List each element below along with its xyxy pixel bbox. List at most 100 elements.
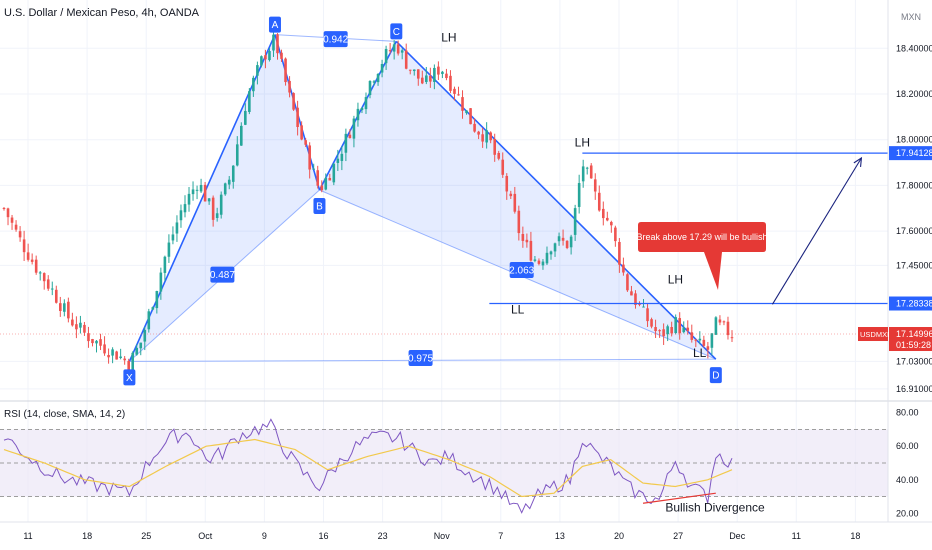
candle-body — [372, 81, 376, 83]
pattern-point-label: B — [316, 202, 323, 213]
candle-body — [231, 165, 235, 182]
time-tick-label: 13 — [555, 531, 565, 541]
time-tick-label: 7 — [498, 531, 503, 541]
time-axis[interactable]: 11 18 25 Oct 9 16 23 Nov 7 13 20 27 Dec 11 18 — [23, 531, 860, 541]
candle-body — [610, 221, 613, 226]
symbol-tag-text: USDMXN — [860, 330, 893, 339]
candle-body — [10, 217, 14, 223]
price-tick-label: 18.20000 — [896, 89, 932, 99]
ratio-box — [408, 350, 433, 366]
symbol-title[interactable]: U.S. Dollar / Mexican Peso, 4h, OANDA — [4, 7, 200, 19]
rsi-title[interactable]: RSI (14, close, SMA, 14, 2) — [4, 409, 125, 420]
level-price-tag — [889, 146, 932, 161]
current-price-tag — [889, 327, 932, 352]
rsi-axis[interactable]: 80.00 60.00 40.00 20.00 — [896, 408, 919, 519]
time-tick-label: 9 — [262, 531, 267, 541]
candle-body — [505, 175, 509, 192]
candle-body — [227, 179, 231, 185]
candle-body — [614, 227, 617, 242]
candle-body — [352, 118, 356, 139]
current-price-text: 17.14996 — [896, 329, 932, 339]
candle-body — [308, 145, 311, 170]
time-tick-label: 25 — [141, 531, 151, 541]
candle-body — [91, 338, 94, 344]
candle-body — [601, 208, 605, 219]
candle-body — [219, 194, 223, 215]
candle-body — [296, 107, 299, 127]
candle-body — [573, 208, 577, 235]
candle-body — [14, 224, 18, 230]
candle-body — [501, 159, 505, 175]
price-axis[interactable]: 18.40000 18.20000 18.00000 17.80000 17.60000… — [896, 43, 932, 394]
candle-body — [441, 71, 444, 74]
candle-body — [420, 77, 424, 84]
candle-body — [666, 326, 669, 335]
candle-body — [63, 303, 66, 312]
candle-body — [340, 153, 344, 161]
candle-body — [79, 322, 82, 328]
candle-body — [155, 291, 159, 309]
price-tick-label: 17.03000 — [896, 356, 932, 366]
annotations: X A B C D 0.942 0.487 2.063 0.975 LH LH LH LL LL — [123, 16, 722, 386]
candle-body — [107, 354, 110, 358]
candle-body — [646, 308, 649, 322]
pattern-point-box — [709, 367, 722, 384]
time-tick-label: 18 — [82, 531, 92, 541]
candle-body — [268, 51, 271, 61]
candle-body — [674, 317, 677, 334]
candle-body — [585, 167, 589, 169]
candle-body — [690, 332, 694, 340]
candle-body — [328, 177, 332, 181]
candle-body — [626, 274, 629, 291]
candle-body — [465, 110, 468, 114]
time-tick-label: Dec — [729, 531, 746, 541]
candle-body — [461, 97, 464, 111]
rsi-tick-label: 80.00 — [896, 408, 919, 418]
pattern-fill-xab — [129, 34, 320, 362]
candle-body — [276, 34, 279, 54]
price-tick-label: 18.40000 — [896, 43, 932, 53]
time-tick-label: 18 — [850, 531, 860, 541]
candle-body — [59, 303, 62, 311]
candle-body — [223, 183, 227, 195]
candle-body — [714, 317, 718, 335]
candle-body — [175, 222, 179, 234]
level-price-tag — [889, 296, 932, 311]
candle-body — [384, 49, 388, 64]
candle-body — [618, 241, 621, 265]
price-tick-label: 17.60000 — [896, 226, 932, 236]
candle-body — [75, 324, 78, 330]
candle-body — [376, 74, 380, 83]
swing-label: LL — [511, 302, 525, 316]
candle-body — [553, 243, 557, 252]
candle-body — [726, 321, 730, 336]
candle-body — [565, 240, 569, 249]
candle-body — [686, 327, 690, 331]
harmonic-pattern — [128, 34, 717, 362]
candle-body — [654, 327, 657, 332]
candle-body — [34, 259, 38, 273]
forecast-arrow-head — [853, 156, 863, 168]
candle-body — [457, 94, 460, 96]
symbol-tag — [858, 327, 888, 342]
candle-body — [240, 125, 243, 146]
price-tick-label: 16.91000 — [896, 384, 932, 394]
ratio-box — [210, 266, 235, 283]
pattern-fill-bcd — [319, 41, 716, 360]
pattern-point-box — [390, 23, 403, 40]
candle-body — [433, 67, 436, 82]
candle-body — [260, 56, 263, 66]
candle-body — [119, 356, 122, 359]
candle-body — [489, 132, 492, 141]
pattern-leg-xa — [128, 34, 276, 362]
callout[interactable]: Break above 17.29 will be bullish — [636, 222, 768, 290]
candle-body — [127, 360, 130, 371]
candle-body — [493, 139, 496, 155]
candle-body — [195, 189, 199, 191]
candle-body — [95, 340, 98, 344]
candle-body — [235, 144, 239, 166]
candle-body — [360, 107, 364, 111]
candle-body — [272, 34, 275, 51]
candle-body — [630, 291, 633, 296]
